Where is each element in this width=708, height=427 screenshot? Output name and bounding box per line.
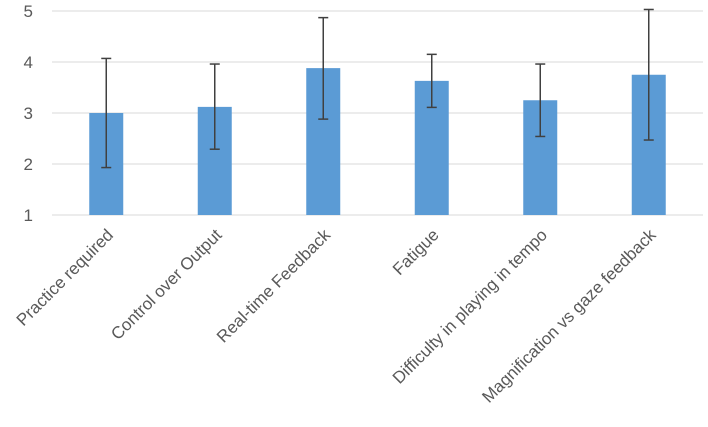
y-tick-label: 1	[24, 206, 33, 225]
x-category-label: Fatigue	[389, 225, 443, 279]
error-bar	[426, 53, 437, 109]
x-category-label: Magnification vs gaze feedback	[478, 225, 660, 407]
bars	[89, 68, 666, 216]
gridlines	[52, 10, 703, 216]
y-tick-label: 4	[24, 53, 33, 72]
error-bar	[318, 16, 329, 120]
error-bar	[643, 8, 654, 141]
y-tick-label: 3	[24, 104, 33, 123]
error-bars	[101, 8, 654, 169]
error-bar	[101, 57, 112, 169]
error-bar	[535, 63, 546, 138]
y-tick-label: 5	[24, 2, 33, 21]
y-tick-label: 2	[24, 155, 33, 174]
x-category-label: Practice required	[13, 225, 117, 329]
x-category-label: Real-time Feedback	[213, 225, 334, 346]
error-bar	[209, 63, 220, 150]
x-category-label: Control over Output	[107, 225, 226, 344]
y-axis-tick-labels: 1 2 3 4 5	[24, 2, 33, 225]
